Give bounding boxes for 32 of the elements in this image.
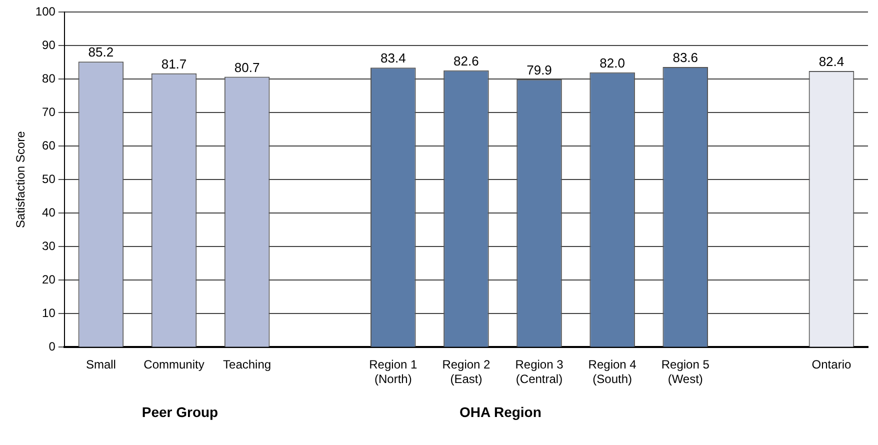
x-tick-label: Small <box>86 358 116 372</box>
data-label: 85.2 <box>88 44 114 60</box>
data-label: 82.4 <box>818 54 844 70</box>
text: Peer Group <box>142 404 218 420</box>
x-tick-label: Region 1 (North) <box>369 358 418 386</box>
x-tick-label: Region 2 (East) <box>442 358 491 386</box>
y-tick-label: 40 <box>42 205 56 220</box>
data-label: 82.6 <box>454 53 479 68</box>
y-tick-label: 80 <box>42 71 56 86</box>
data-label: 81.7 <box>161 56 187 72</box>
y-tick-label: 70 <box>42 104 56 119</box>
x-tick-label: Community <box>144 358 204 372</box>
x-tick-label: Region 5 (West) <box>661 358 710 386</box>
text: OHA Region <box>459 404 542 420</box>
x-tick-label: Ontario <box>812 358 852 372</box>
x-tick-label: Teaching <box>223 358 272 372</box>
y-tick-label: 100 <box>35 4 56 18</box>
y-tick-label: 20 <box>42 272 56 286</box>
x-tick-label: Region 4 (South) <box>588 358 637 386</box>
y-tick-label: 30 <box>42 238 56 253</box>
y-axis-title: Satisfaction Score <box>14 130 28 228</box>
data-label: 82.0 <box>600 55 625 70</box>
y-tick-label: 0 <box>48 340 56 354</box>
y-tick-label: 50 <box>42 172 56 186</box>
x-tick-label: Region 3 (Central) <box>515 358 564 386</box>
data-label: 80.7 <box>234 60 260 75</box>
data-label: 83.4 <box>380 50 406 66</box>
y-tick-label: 90 <box>42 38 56 52</box>
data-label: 83.6 <box>672 50 698 66</box>
data-label: 79.9 <box>526 62 552 78</box>
y-tick-label: 60 <box>42 138 56 152</box>
y-tick-label: 10 <box>42 306 56 320</box>
